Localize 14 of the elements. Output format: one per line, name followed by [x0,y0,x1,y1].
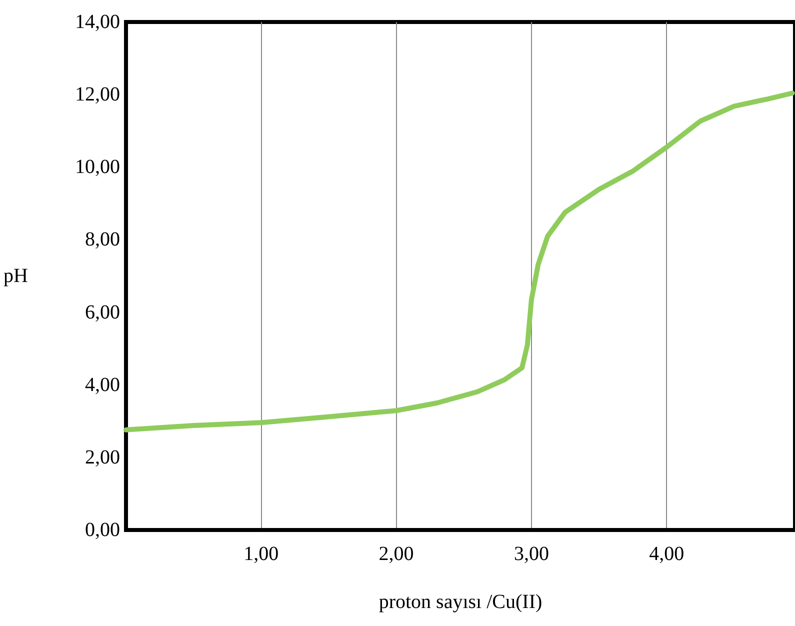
x-tick-label: 3,00 [514,543,549,565]
x-tick-label: 4,00 [649,543,684,565]
y-tick-label: 2,00 [85,446,120,468]
x-tick-label: 1,00 [244,543,279,565]
y-tick-label: 12,00 [75,84,120,106]
y-tick-label: 6,00 [85,301,120,324]
y-tick-label: 4,00 [85,374,120,396]
x-axis-title: proton sayısı /Cu(II) [378,591,542,613]
x-tick-label: 2,00 [378,543,414,565]
y-tick-label: 14,00 [75,11,120,33]
y-tick-label: 0,00 [85,519,120,541]
y-axis-title: pH [4,265,28,287]
y-tick-label: 8,00 [85,228,120,251]
y-tick-label: 10,00 [75,156,120,178]
